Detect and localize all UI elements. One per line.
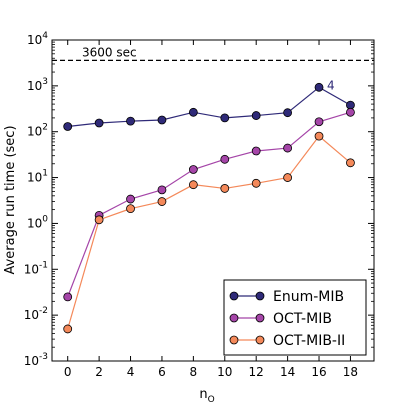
series-line [67, 135, 351, 330]
data-point [346, 158, 355, 168]
data-point [94, 118, 104, 128]
data-point [220, 113, 230, 123]
data-point [63, 324, 73, 334]
x-tick-label: 2 [95, 365, 103, 379]
y-tick-label: 104 [27, 31, 48, 47]
legend-swatch-marker [255, 313, 265, 323]
data-point [126, 116, 135, 126]
x-tick-label: 4 [127, 365, 135, 379]
data-point [251, 146, 261, 156]
data-point [251, 178, 261, 188]
y-axis-label: Average run time (sec) [3, 125, 18, 274]
legend-label: OCT-MIB [273, 311, 332, 327]
legend-label: OCT-MIB-II [273, 333, 345, 349]
data-point [314, 82, 324, 92]
data-point [157, 115, 167, 125]
x-axis-label: nO [199, 387, 214, 405]
x-tick-label: 8 [190, 365, 198, 379]
data-point [314, 117, 324, 127]
series-line [67, 111, 351, 298]
x-tick-label: 16 [311, 365, 326, 379]
legend-swatch-marker [229, 291, 239, 301]
data-point [188, 107, 198, 117]
data-point [126, 194, 135, 204]
data-point [314, 131, 324, 141]
data-point [283, 143, 293, 153]
legend-label: Enum-MIB [273, 289, 344, 305]
plot-frame [51, 39, 375, 362]
legend: Enum-MIB OCT-MIB OCT-MIB-II [223, 279, 367, 356]
reference-line-label: 3600 sec [82, 45, 137, 59]
series-line [67, 86, 351, 128]
data-point [63, 122, 73, 131]
data-point [283, 108, 293, 118]
data-point [188, 180, 198, 190]
legend-swatch-marker [229, 335, 239, 345]
legend-swatch-marker [255, 335, 265, 345]
x-tick-label: 0 [64, 365, 72, 379]
data-point [188, 165, 198, 174]
x-tick-label: 14 [280, 365, 295, 379]
data-point [157, 197, 167, 206]
x-tick-label: 12 [249, 365, 264, 379]
data-point [126, 204, 135, 214]
x-tick-label: 18 [343, 365, 358, 379]
y-tick-label: 101 [27, 169, 48, 185]
data-point [251, 111, 261, 120]
y-tick-label: 100 [27, 214, 48, 230]
data-annotation: 4 [327, 78, 335, 92]
legend-swatch-marker [255, 291, 265, 301]
x-tick-label: 10 [217, 365, 232, 379]
x-tick-label: 6 [158, 365, 166, 379]
x-axis-label-main: n [199, 387, 207, 402]
y-tick-label: 103 [27, 77, 48, 93]
y-tick-label: 102 [27, 123, 48, 139]
data-point [94, 215, 104, 225]
legend-swatch-marker [229, 313, 239, 323]
data-point [346, 107, 355, 117]
y-tick-label: 10-1 [24, 260, 48, 276]
x-axis-label-subscript: O [208, 395, 215, 405]
y-tick-label: 10-3 [24, 352, 48, 368]
data-point [157, 185, 167, 195]
data-point [63, 292, 73, 302]
data-point [220, 184, 230, 193]
data-point [220, 154, 230, 164]
data-point [283, 173, 293, 182]
y-tick-label: 10-2 [24, 306, 48, 322]
